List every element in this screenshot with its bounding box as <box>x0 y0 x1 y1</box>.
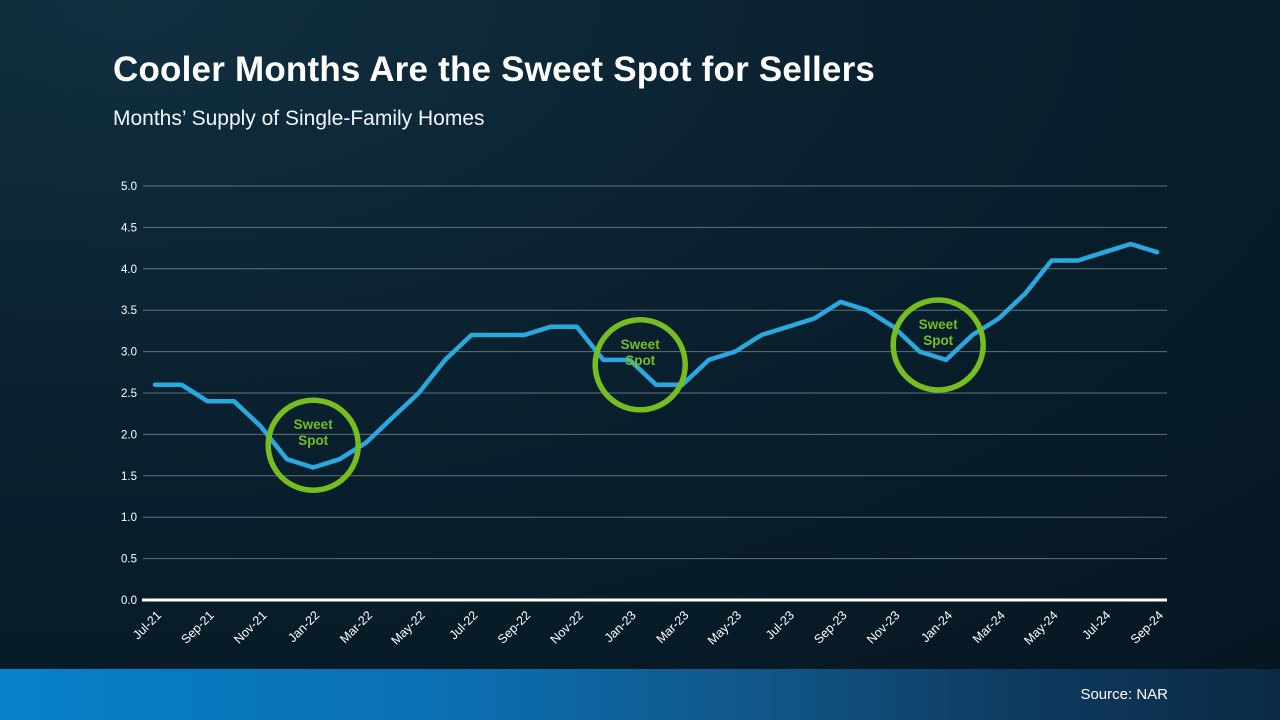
x-axis-tick-label: May-22 <box>388 608 427 647</box>
y-axis-tick-label: 5.0 <box>121 181 137 193</box>
y-axis-tick-label: 0.0 <box>121 595 137 607</box>
x-axis-tick-label: Jan-24 <box>918 608 955 645</box>
x-axis-tick-label: May-24 <box>1021 608 1060 647</box>
x-axis-tick-label: Mar-23 <box>654 608 692 646</box>
y-axis-tick-label: 2.5 <box>121 388 137 400</box>
source-label: Source: NAR <box>1080 686 1168 703</box>
sweet-spot-label: Sweet Spot <box>919 317 959 348</box>
x-axis-tick-label: Jul-23 <box>763 608 797 642</box>
x-axis-tick-label: Sep-24 <box>1128 608 1166 646</box>
x-axis-tick-label: Jul-24 <box>1079 608 1113 642</box>
y-axis-tick-label: 0.5 <box>121 554 137 566</box>
x-axis-tick-label: Jan-22 <box>285 608 322 645</box>
sweet-spot-label: Sweet Spot <box>294 417 334 448</box>
x-axis-tick-label: Sep-21 <box>178 608 216 646</box>
sweet-spot-circle <box>592 317 688 413</box>
x-axis-tick-label: Jan-23 <box>602 608 639 645</box>
x-axis-tick-label: Nov-22 <box>548 608 586 646</box>
y-axis-tick-label: 4.5 <box>121 222 137 234</box>
x-axis-tick-label: Nov-21 <box>231 608 269 646</box>
sweet-spot-circle <box>890 297 986 393</box>
x-axis-tick-label: Jul-21 <box>130 608 164 642</box>
x-axis-tick-label: Sep-22 <box>495 608 533 646</box>
months-supply-line-chart: 0.0 0.5 1.0 1.5 2.0 2.5 3.0 3.5 4.0 4.5 5.0 Jul-21 S… <box>121 181 1167 648</box>
page-title: Cooler Months Are the Sweet Spot for Sel… <box>113 50 876 89</box>
x-axis-tick-label: Mar-24 <box>970 608 1008 646</box>
y-axis-tick-label: 1.0 <box>121 512 137 524</box>
page-subtitle: Months’ Supply of Single-Family Homes <box>113 107 485 130</box>
x-axis-tick-label: May-23 <box>705 608 744 647</box>
x-axis-tick-label: Jul-22 <box>447 608 481 642</box>
supply-line <box>152 241 1160 470</box>
y-axis-tick-label: 3.0 <box>121 347 137 359</box>
sweet-spot-label: Sweet Spot <box>621 337 661 368</box>
footer-bar: Source: NAR <box>0 669 1280 720</box>
sweet-spot-circle <box>265 397 361 493</box>
x-axis-tick-label: Mar-22 <box>337 608 375 646</box>
y-axis-tick-label: 3.5 <box>121 305 137 317</box>
x-axis-tick-label: Sep-23 <box>811 608 849 646</box>
y-axis-tick-label: 1.5 <box>121 471 137 483</box>
y-axis-tick-label: 4.0 <box>121 264 137 276</box>
x-axis-tick-label: Nov-23 <box>864 608 902 646</box>
y-axis-tick-label: 2.0 <box>121 429 137 441</box>
